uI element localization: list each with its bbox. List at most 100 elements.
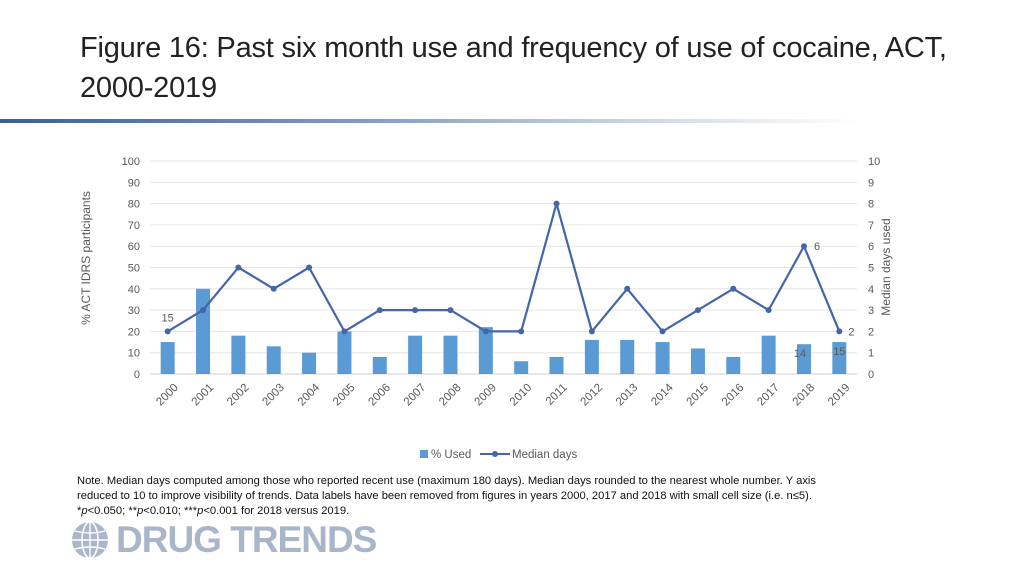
median-point-2017 [765, 307, 772, 314]
legend-label-used: % Used [431, 449, 471, 461]
x-tick-label: 2012 [579, 382, 606, 409]
bar-2016 [726, 356, 741, 374]
x-tick-label: 2001 [190, 382, 217, 409]
y2-tick-label: 1 [868, 348, 874, 360]
bar-2008 [443, 335, 458, 374]
x-tick-label: 2017 [755, 382, 782, 409]
data-label: 2 [848, 326, 854, 338]
median-point-2010 [518, 328, 525, 335]
median-point-2004 [306, 264, 313, 271]
x-tick-label: 2000 [154, 382, 181, 409]
x-tick-label: 2004 [296, 381, 323, 408]
note-line-3: *p<0.050; **p<0.010; ***p<0.001 for 2018… [77, 505, 350, 517]
y2-tick-label: 2 [868, 326, 874, 338]
y-tick-label: 40 [128, 284, 140, 296]
y-tick-label: 30 [128, 305, 140, 317]
median-point-2013 [624, 285, 631, 292]
median-point-2015 [694, 307, 701, 314]
data-label: 14 [794, 348, 806, 360]
y-tick-label: 10 [128, 348, 140, 360]
y2-tick-label: 0 [868, 369, 874, 381]
x-tick-label: 2007 [402, 382, 429, 409]
y-tick-label: 0 [134, 369, 140, 381]
median-point-2009 [482, 328, 489, 335]
y2-tick-label: 4 [868, 284, 874, 296]
page-title: Figure 16: Past six month use and freque… [80, 32, 947, 104]
x-tick-label: 2002 [225, 382, 252, 409]
y2-tick-label: 10 [868, 156, 880, 168]
x-tick-label: 2010 [508, 382, 535, 409]
title-divider [0, 119, 860, 123]
data-label: 15 [833, 346, 845, 358]
y-tick-label: 90 [128, 177, 140, 189]
y-tick-label: 100 [122, 156, 140, 168]
median-point-2001 [200, 307, 207, 314]
x-tick-label: 2013 [614, 382, 641, 409]
globe-icon [72, 521, 108, 559]
x-tick-label: 2014 [649, 381, 676, 408]
y2-tick-label: 5 [868, 263, 874, 275]
y-tick-label: 70 [128, 220, 140, 232]
note-line-2: reduced to 10 to improve visibility of t… [77, 490, 812, 502]
data-label: 15 [162, 312, 174, 324]
median-point-2005 [341, 328, 348, 335]
y-tick-label: 20 [128, 326, 140, 338]
y2-tick-label: 6 [868, 241, 874, 253]
median-point-2012 [588, 328, 595, 335]
median-point-2018 [800, 243, 807, 250]
x-tick-label: 2016 [720, 382, 747, 409]
bar-2001 [196, 288, 211, 374]
bar-2015 [690, 348, 705, 374]
x-tick-label: 2008 [437, 382, 464, 409]
median-point-2006 [376, 307, 383, 314]
legend-label-median: Median days [512, 449, 577, 461]
chart-note: Note. Median days computed among those w… [77, 474, 957, 519]
x-tick-label: 2011 [544, 382, 570, 408]
x-tick-label: 2009 [472, 382, 499, 409]
drug-trends-logo: DRUG TRENDS [70, 519, 377, 560]
logo-text: DRUG TRENDS [116, 519, 377, 560]
x-tick-label: 2019 [826, 382, 853, 409]
median-point-2014 [659, 328, 666, 335]
data-label: 6 [814, 241, 820, 253]
legend-swatch-median-point [492, 451, 498, 457]
y-tick-label: 60 [128, 241, 140, 253]
y-tick-label: 50 [128, 263, 140, 275]
y2-tick-label: 8 [868, 199, 874, 211]
median-point-2016 [730, 285, 737, 292]
bar-2014 [655, 342, 670, 374]
y2-axis-title: Median days used [879, 218, 893, 315]
x-tick-label: 2005 [331, 382, 358, 409]
bar-2006 [372, 356, 387, 374]
median-point-2011 [553, 200, 560, 207]
median-point-2007 [412, 307, 419, 314]
bar-2018 [796, 344, 811, 374]
bar-2005 [337, 331, 352, 374]
bar-2019 [832, 342, 847, 374]
x-tick-label: 2018 [791, 382, 818, 409]
median-days-line [167, 202, 841, 333]
bar-2003 [266, 346, 281, 374]
bar-2007 [408, 335, 423, 374]
legend-swatch-used [420, 450, 428, 458]
bar-2010 [514, 361, 529, 374]
bar-2012 [584, 339, 599, 374]
median-point-2019 [836, 328, 843, 335]
combo-chart: 0 10 20 30 40 50 60 70 80 90 100 0 1 2 3 4 5 6 7 8 9 10 % ACT … [79, 156, 893, 461]
bar-2011 [549, 356, 564, 374]
median-point-2000 [164, 328, 171, 335]
median-point-2003 [270, 285, 277, 292]
y-axis-title: % ACT IDRS participants [79, 191, 93, 325]
y2-tick-label: 9 [868, 177, 874, 189]
bar-2009 [478, 327, 493, 374]
bar-2013 [620, 339, 635, 374]
bar-2004 [302, 352, 317, 374]
bar-2017 [761, 335, 776, 374]
median-point-2008 [447, 307, 454, 314]
x-tick-label: 2006 [366, 382, 393, 409]
x-tick-label: 2015 [685, 382, 712, 409]
bar-2000 [160, 342, 175, 374]
note-line-1: Note. Median days computed among those w… [77, 475, 816, 487]
y-tick-label: 80 [128, 199, 140, 211]
bar-2002 [231, 335, 246, 374]
